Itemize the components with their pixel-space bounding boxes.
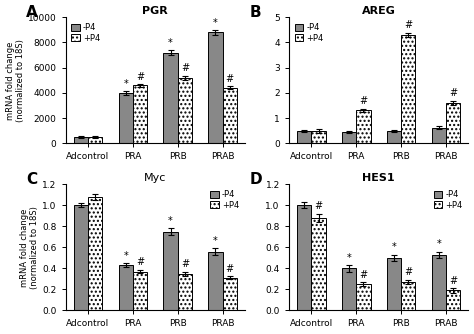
Bar	[118, 265, 133, 310]
Bar	[164, 52, 178, 143]
Bar	[133, 86, 147, 143]
Legend: -P4, +P4: -P4, +P4	[430, 187, 466, 213]
Bar	[446, 291, 460, 310]
Bar	[223, 278, 237, 310]
Text: *: *	[213, 18, 218, 28]
Text: C: C	[26, 172, 37, 187]
Bar	[342, 268, 356, 310]
Text: #: #	[226, 264, 234, 274]
Text: *: *	[392, 242, 396, 252]
Bar	[431, 128, 446, 143]
Y-axis label: mRNA fold change
(normalized to 18S): mRNA fold change (normalized to 18S)	[20, 206, 39, 289]
Bar	[133, 272, 147, 310]
Text: #: #	[136, 71, 144, 81]
Bar	[178, 78, 192, 143]
Bar	[342, 132, 356, 143]
Bar	[311, 131, 326, 143]
Bar	[401, 35, 415, 143]
Text: *: *	[123, 250, 128, 261]
Text: #: #	[404, 20, 412, 30]
Text: #: #	[359, 270, 367, 280]
Bar	[356, 284, 371, 310]
Bar	[73, 137, 88, 143]
Bar	[223, 88, 237, 143]
Text: #: #	[404, 268, 412, 278]
Bar	[208, 32, 223, 143]
Bar	[88, 197, 102, 310]
Title: HES1: HES1	[362, 173, 395, 183]
Bar	[297, 205, 311, 310]
Text: *: *	[123, 78, 128, 89]
Bar	[164, 231, 178, 310]
Legend: -P4, +P4: -P4, +P4	[68, 20, 104, 46]
Text: #: #	[449, 88, 457, 98]
Title: AREG: AREG	[362, 6, 396, 16]
Bar	[88, 137, 102, 143]
Legend: -P4, +P4: -P4, +P4	[207, 187, 243, 213]
Bar	[431, 255, 446, 310]
Bar	[311, 218, 326, 310]
Text: #: #	[359, 96, 367, 106]
Bar	[118, 93, 133, 143]
Text: *: *	[213, 236, 218, 246]
Bar	[73, 205, 88, 310]
Bar	[401, 282, 415, 310]
Title: PGR: PGR	[143, 6, 168, 16]
Title: Myc: Myc	[144, 173, 166, 183]
Bar	[387, 131, 401, 143]
Text: *: *	[168, 37, 173, 47]
Bar	[387, 258, 401, 310]
Text: *: *	[168, 216, 173, 226]
Y-axis label: mRNA fold change
(normalized to 18S): mRNA fold change (normalized to 18S)	[6, 39, 25, 122]
Text: #: #	[449, 276, 457, 286]
Bar	[178, 274, 192, 310]
Text: #: #	[136, 258, 144, 268]
Text: #: #	[181, 63, 189, 73]
Legend: -P4, +P4: -P4, +P4	[292, 20, 327, 46]
Text: *: *	[346, 253, 351, 263]
Bar	[297, 131, 311, 143]
Text: #: #	[226, 74, 234, 84]
Bar	[446, 103, 460, 143]
Bar	[208, 252, 223, 310]
Text: A: A	[26, 5, 38, 20]
Text: D: D	[249, 172, 262, 187]
Text: B: B	[249, 5, 261, 20]
Text: *: *	[437, 239, 441, 249]
Bar	[356, 110, 371, 143]
Text: #: #	[181, 259, 189, 269]
Text: #: #	[314, 201, 323, 211]
